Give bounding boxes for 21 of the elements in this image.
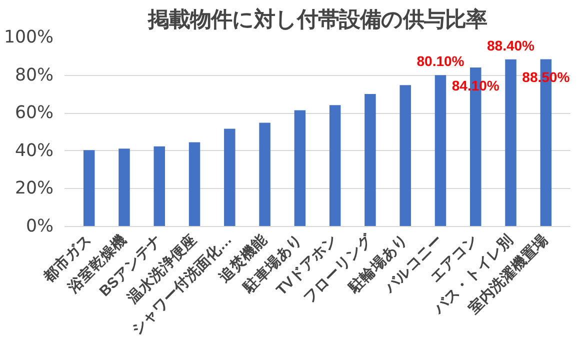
bar — [83, 150, 95, 226]
bar — [188, 142, 200, 226]
chart-title: 掲載物件に対し付帯設備の供与比率 — [147, 8, 487, 32]
y-tick-label: 0% — [26, 216, 54, 236]
y-tick-label: 40% — [14, 140, 54, 161]
y-tick-label: 100% — [4, 28, 54, 48]
data-label: 88.40% — [487, 37, 536, 54]
bar — [434, 75, 446, 226]
bar — [329, 105, 341, 226]
bar — [400, 85, 411, 226]
bar — [224, 128, 236, 226]
y-tick-label: 20% — [14, 178, 54, 199]
bar — [118, 148, 130, 226]
bar — [259, 122, 270, 226]
bar — [154, 146, 165, 226]
bar — [294, 110, 306, 226]
y-tick-label: 80% — [14, 65, 54, 86]
bar — [364, 94, 376, 226]
data-label: 80.10% — [416, 53, 465, 70]
bar — [505, 59, 516, 226]
y-tick-label: 60% — [14, 103, 54, 124]
